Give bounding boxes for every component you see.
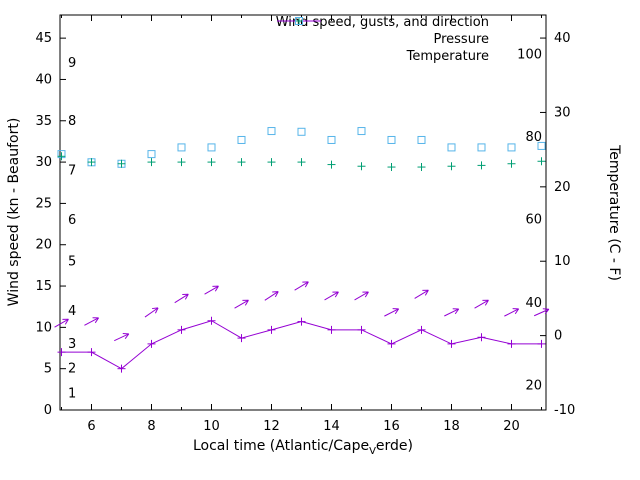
svg-text:7: 7 bbox=[68, 163, 76, 178]
svg-text:9: 9 bbox=[68, 56, 76, 71]
svg-text:3: 3 bbox=[68, 337, 76, 352]
legend-marker-pressure bbox=[294, 17, 541, 46]
svg-text:40: 40 bbox=[35, 72, 52, 87]
y-left-ticks: 0 5 10 15 20 25 30 35 40 45 bbox=[35, 31, 66, 418]
svg-text:6: 6 bbox=[87, 419, 95, 434]
svg-text:60: 60 bbox=[525, 213, 542, 228]
svg-text:0: 0 bbox=[44, 403, 52, 418]
legend-item-temperature: Temperature bbox=[276, 17, 541, 64]
legend-marker-wind bbox=[276, 15, 541, 29]
svg-text:5: 5 bbox=[44, 362, 52, 377]
svg-text:80: 80 bbox=[525, 130, 542, 145]
svg-text:45: 45 bbox=[35, 31, 52, 46]
svg-text:2: 2 bbox=[68, 362, 76, 377]
svg-text:40: 40 bbox=[554, 31, 571, 46]
svg-text:4: 4 bbox=[68, 304, 76, 319]
gust-arrows bbox=[54, 281, 550, 342]
svg-text:25: 25 bbox=[35, 196, 52, 211]
svg-text:5: 5 bbox=[68, 254, 76, 269]
svg-text:1: 1 bbox=[68, 386, 76, 401]
svg-text:10: 10 bbox=[203, 419, 220, 434]
svg-text:35: 35 bbox=[35, 114, 52, 129]
plot-border bbox=[59, 14, 547, 411]
svg-text:8: 8 bbox=[147, 419, 155, 434]
svg-text:6: 6 bbox=[68, 213, 76, 228]
svg-text:-10: -10 bbox=[554, 403, 575, 418]
svg-text:10: 10 bbox=[554, 254, 571, 269]
fahrenheit-scale: 20 40 60 80 100 bbox=[517, 47, 542, 393]
x-axis-label-subscript: V bbox=[369, 445, 376, 457]
y-right-ticks: -10 0 10 20 30 40 bbox=[540, 31, 575, 418]
legend-label-temperature: Temperature bbox=[406, 48, 489, 64]
svg-text:30: 30 bbox=[35, 155, 52, 170]
svg-text:40: 40 bbox=[525, 296, 542, 311]
svg-text:8: 8 bbox=[68, 114, 76, 129]
svg-text:15: 15 bbox=[35, 279, 52, 294]
svg-text:20: 20 bbox=[503, 419, 520, 434]
svg-text:16: 16 bbox=[383, 419, 400, 434]
pressure-series bbox=[57, 152, 546, 172]
legend-label-wind: Wind speed, gusts, and direction bbox=[275, 14, 489, 30]
svg-text:30: 30 bbox=[554, 105, 571, 120]
x-axis-label-suffix: erde) bbox=[375, 438, 414, 454]
x-axis-label: Local time (Atlantic/CapeVerde) bbox=[60, 438, 546, 457]
x-axis-ticks: 6 8 10 12 14 16 18 20 bbox=[61, 15, 542, 434]
svg-text:20: 20 bbox=[35, 238, 52, 253]
svg-text:20: 20 bbox=[525, 378, 542, 393]
legend-label-pressure: Pressure bbox=[433, 31, 489, 47]
legend-item-pressure: Pressure bbox=[276, 17, 541, 47]
wind-series bbox=[57, 316, 546, 373]
svg-text:10: 10 bbox=[35, 320, 52, 335]
svg-text:20: 20 bbox=[554, 180, 571, 195]
y-axis-right-label: Temperature (C - F) bbox=[606, 145, 622, 281]
y-axis-left-label: Wind speed (kn - Beaufort) bbox=[6, 117, 22, 307]
svg-text:14: 14 bbox=[323, 419, 340, 434]
legend: Wind speed, gusts, and direction Pressur… bbox=[276, 14, 541, 64]
svg-text:100: 100 bbox=[517, 47, 542, 62]
svg-text:0: 0 bbox=[554, 329, 562, 344]
svg-text:12: 12 bbox=[263, 419, 280, 434]
svg-text:18: 18 bbox=[443, 419, 460, 434]
legend-marker-temperature bbox=[294, 17, 541, 63]
beaufort-scale: 1 2 3 4 5 6 7 8 9 bbox=[68, 56, 76, 402]
x-axis-label-prefix: Local time (Atlantic/Cape bbox=[192, 438, 370, 454]
